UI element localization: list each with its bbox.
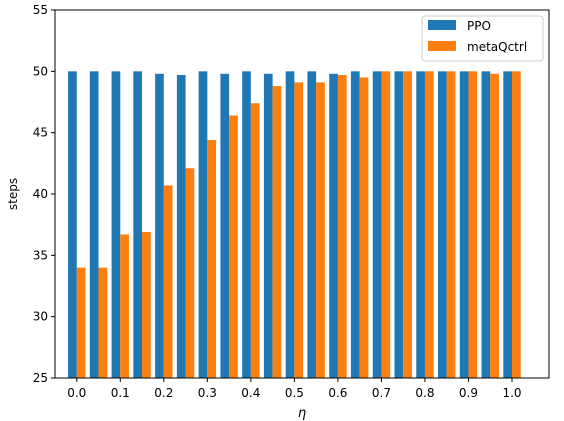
bar-metaqctrl: [294, 82, 304, 379]
bar-ppo: [263, 73, 273, 378]
bar-metaqctrl: [272, 86, 282, 379]
bar-metaqctrl: [490, 73, 499, 378]
x-tick-label: 0.5: [285, 386, 304, 400]
x-tick-label: 1.0: [502, 386, 521, 400]
bar-ppo: [68, 71, 77, 378]
y-axis-label: steps: [6, 178, 20, 210]
bar-metaqctrl: [316, 82, 325, 379]
bar-metaqctrl: [468, 71, 478, 378]
x-tick-label: 0.6: [328, 386, 347, 400]
bar-metaqctrl: [76, 267, 86, 378]
bar-ppo: [285, 71, 295, 378]
x-tick-label: 0.2: [154, 386, 173, 400]
bar-ppo: [220, 73, 230, 378]
bar-ppo: [503, 71, 512, 378]
bar-metaqctrl: [98, 267, 108, 378]
bar-ppo: [155, 73, 164, 378]
bar-metaqctrl: [229, 115, 238, 379]
bar-ppo: [242, 71, 251, 378]
bar-metaqctrl: [337, 75, 347, 378]
bar-ppo: [372, 71, 382, 378]
bar-metaqctrl: [381, 71, 391, 378]
bar-metaqctrl: [207, 140, 217, 378]
x-tick-label: 0.1: [111, 386, 130, 400]
legend: PPO metaQctrl: [421, 15, 544, 62]
bar-metaqctrl: [446, 71, 456, 378]
y-tick-label: 40: [33, 187, 48, 201]
x-tick-label: 0.3: [198, 386, 217, 400]
bar-ppo: [307, 71, 317, 378]
bar-metaqctrl: [120, 234, 129, 378]
bar-metaqctrl: [403, 71, 412, 378]
x-axis-label: η: [298, 406, 306, 421]
legend-swatch: [428, 41, 456, 51]
bar-metaqctrl: [250, 103, 260, 378]
bar-ppo: [350, 71, 360, 378]
bar-metaqctrl: [142, 232, 151, 378]
bars-layer: [68, 71, 521, 379]
bar-ppo: [111, 71, 121, 378]
y-tick-label: 55: [33, 3, 48, 17]
y-tick-label: 35: [33, 248, 48, 262]
x-tick-label: 0.4: [241, 386, 260, 400]
x-tick-label: 0.7: [372, 386, 391, 400]
bar-metaqctrl: [424, 71, 434, 378]
bar-ppo: [133, 71, 143, 378]
bar-metaqctrl: [185, 168, 195, 378]
y-tick-label: 30: [33, 310, 48, 324]
bar-ppo: [198, 71, 208, 378]
bar-metaqctrl: [512, 71, 521, 378]
bar-ppo: [416, 71, 425, 378]
y-tick-label: 45: [33, 126, 48, 140]
legend-swatch: [428, 20, 456, 30]
x-axis: 0.0 0.1 0.2 0.3 0.4 0.5 0.6 0.7 0.8 0.9 1.0: [67, 378, 522, 400]
y-tick-label: 25: [33, 371, 48, 385]
y-axis: 25 30 35 40 45 50 55: [33, 3, 55, 385]
bar-ppo: [394, 71, 404, 378]
y-tick-label: 50: [33, 64, 48, 78]
bar-ppo: [481, 71, 491, 378]
legend-label: metaQctrl: [467, 40, 527, 54]
x-tick-label: 0.0: [67, 386, 86, 400]
legend-label: PPO: [467, 19, 491, 33]
x-tick-label: 0.8: [415, 386, 434, 400]
bar-ppo: [438, 71, 447, 378]
x-tick-label: 0.9: [459, 386, 478, 400]
bar-ppo: [89, 71, 99, 378]
bar-ppo: [459, 71, 469, 378]
bar-ppo: [329, 73, 338, 378]
bar-metaqctrl: [163, 185, 173, 378]
bar-ppo: [176, 75, 186, 378]
bar-metaqctrl: [359, 77, 369, 378]
